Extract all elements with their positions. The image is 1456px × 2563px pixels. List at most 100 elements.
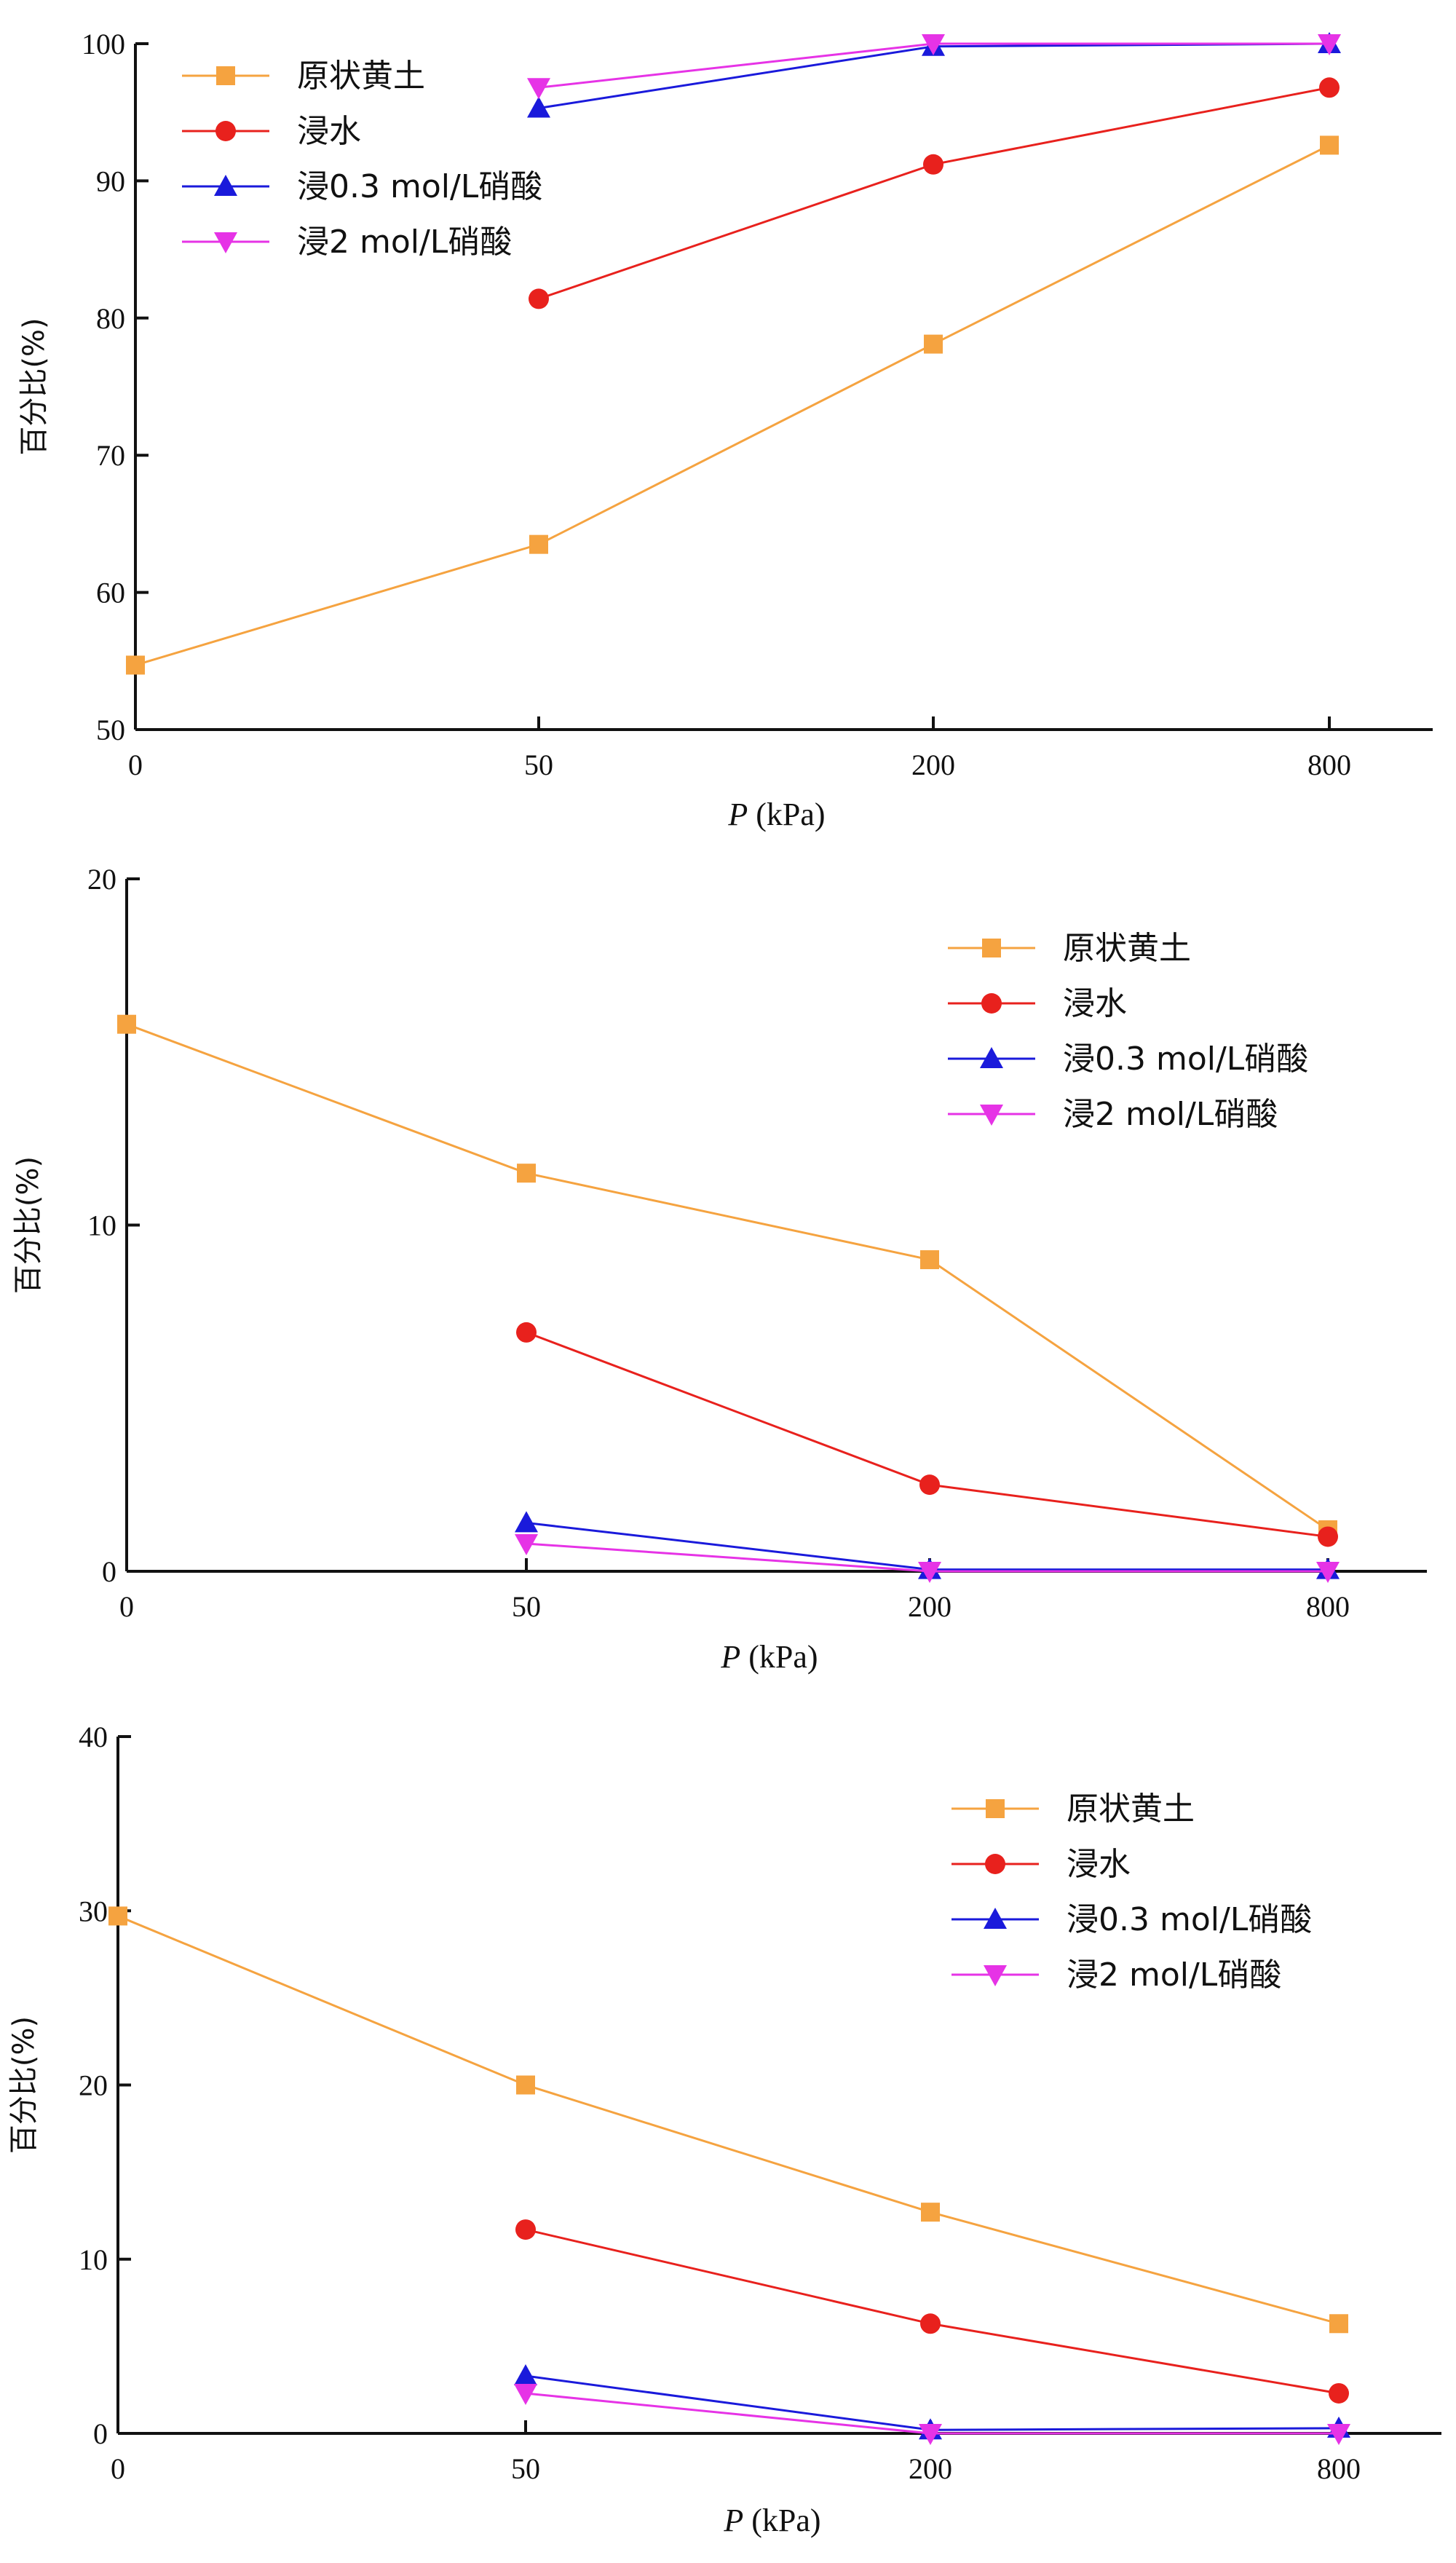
y-tick-label: 60 [96,577,125,609]
x-tick-label: 800 [1307,749,1351,781]
y-tick-label: 40 [79,1721,108,1753]
legend-marker [214,232,237,253]
x-tick-label: 0 [128,749,143,781]
x-tick-label: 0 [119,1590,134,1623]
y-tick-label: 90 [96,165,125,197]
legend-marker [985,1854,1005,1874]
y-tick-label: 0 [102,1555,116,1588]
x-axis-title-var: P [727,797,748,832]
x-tick-label: 0 [111,2452,125,2485]
x-axis-title: P (kPa) [720,1639,818,1675]
legend-marker [216,66,235,85]
legend-label: 浸2 mol/L硝酸 [297,224,512,261]
x-tick-label: 800 [1317,2452,1361,2485]
legend-marker [984,1908,1007,1929]
x-tick-label: 200 [911,749,955,781]
data-point-series-3 [527,96,550,118]
legend-marker [980,1047,1003,1068]
data-point-series-2 [923,154,943,175]
x-tick-label: 200 [908,1590,951,1623]
x-tick-label: 50 [511,2452,540,2485]
y-tick-label: 70 [96,439,125,472]
data-point-series-4 [1327,2424,1350,2445]
data-point-series-4 [1316,1562,1340,1583]
y-tick-label: 80 [96,302,125,335]
legend-marker [215,121,236,141]
data-point-series-1 [529,534,548,554]
y-axis-title: 百分比(%) [7,2016,41,2154]
y-tick-label: 10 [79,2243,108,2276]
x-tick-label: 50 [512,1590,541,1623]
legend-label: 浸0.3 mol/L硝酸 [1067,1901,1312,1938]
data-point-series-2 [1318,1526,1338,1547]
y-axis-title: 百分比(%) [12,1156,45,1294]
data-point-series-3 [515,1511,538,1533]
data-point-series-2 [920,2313,941,2334]
x-axis-title-unit: (kPa) [748,797,825,832]
x-axis-title-var: P [720,1639,740,1675]
legend-label: 浸2 mol/L硝酸 [1067,1956,1281,1994]
data-point-series-1 [117,1014,136,1034]
legend-marker [980,1105,1003,1126]
y-tick-label: 30 [79,1895,108,1927]
data-point-series-1 [920,1250,939,1270]
legend-label: 浸0.3 mol/L硝酸 [297,168,542,205]
data-point-series-1 [1329,2314,1348,2334]
y-axis-title: 百分比(%) [17,317,51,455]
legend-marker [982,939,1001,957]
data-point-series-4 [919,2424,942,2445]
data-point-series-1 [126,655,145,675]
legend-label: 原状黄土 [297,58,425,95]
data-point-series-1 [517,1164,536,1183]
data-point-series-4 [1318,34,1341,55]
y-tick-label: 10 [87,1209,116,1242]
data-point-series-3 [514,2364,537,2386]
legend-marker [214,175,237,196]
y-tick-label: 50 [96,714,125,746]
legend-marker [984,1965,1007,1986]
data-point-series-4 [515,1533,538,1555]
x-axis-title-unit: (kPa) [740,1639,818,1675]
data-point-series-2 [529,288,549,309]
legend-label: 浸2 mol/L硝酸 [1063,1096,1278,1133]
data-point-series-1 [921,2203,940,2222]
series-line-2 [538,86,1330,300]
legend-label: 浸水 [297,113,361,150]
data-point-series-2 [516,1322,537,1343]
legend-label: 浸水 [1063,985,1127,1022]
series-line-1 [135,144,1330,666]
data-point-series-4 [527,78,550,100]
data-point-series-4 [514,2383,537,2405]
y-tick-label: 20 [87,863,116,896]
y-tick-label: 20 [79,2069,108,2102]
data-point-series-1 [924,334,943,354]
series-line-2 [526,1331,1329,1538]
series-line-1 [126,1023,1329,1531]
data-point-series-2 [515,2219,536,2240]
x-axis-title-unit: (kPa) [743,2503,820,2538]
x-tick-label: 50 [524,749,553,781]
legend-label: 原状黄土 [1063,930,1191,967]
data-point-series-4 [922,34,945,55]
data-point-series-1 [516,2075,535,2095]
x-axis-title: P (kPa) [723,2503,820,2538]
data-point-series-1 [1320,135,1339,155]
data-point-series-2 [919,1474,940,1496]
chart-3: 0 10 20 30 40 0 50 200 800 P (kPa) 百分比(%) 原状黄土浸水浸0.… [7,1721,1441,2538]
x-tick-label: 800 [1306,1590,1350,1623]
legend-label: 原状黄土 [1067,1790,1195,1828]
x-axis-title-var: P [723,2503,743,2538]
series-line-1 [117,1915,1340,2325]
data-point-series-2 [1329,2382,1349,2404]
y-tick-label: 0 [93,2417,108,2450]
x-axis-title: P (kPa) [727,797,825,832]
data-point-series-1 [108,1906,127,1926]
y-tick-label: 100 [82,28,125,60]
data-point-series-2 [1319,77,1340,98]
